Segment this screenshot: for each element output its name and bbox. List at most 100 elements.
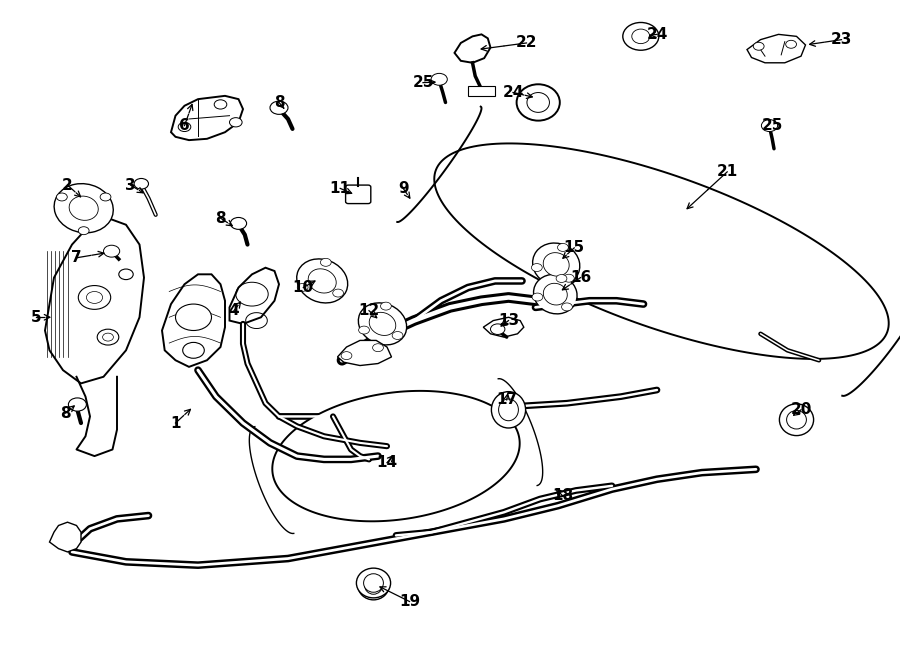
- Circle shape: [532, 293, 543, 301]
- Circle shape: [358, 326, 369, 334]
- Text: 24: 24: [646, 27, 668, 42]
- Circle shape: [531, 264, 542, 272]
- Circle shape: [183, 342, 204, 358]
- Circle shape: [270, 101, 288, 114]
- Ellipse shape: [369, 313, 396, 335]
- Bar: [468, 86, 495, 96]
- Circle shape: [373, 344, 383, 352]
- Ellipse shape: [491, 391, 526, 428]
- Ellipse shape: [499, 399, 518, 420]
- FancyBboxPatch shape: [346, 185, 371, 204]
- Circle shape: [562, 303, 572, 311]
- Ellipse shape: [534, 274, 577, 314]
- Text: 15: 15: [563, 241, 585, 255]
- Polygon shape: [50, 522, 81, 552]
- Text: 6: 6: [179, 118, 190, 133]
- Circle shape: [103, 333, 113, 341]
- Circle shape: [333, 289, 344, 297]
- Ellipse shape: [356, 568, 391, 598]
- Circle shape: [104, 245, 120, 257]
- Polygon shape: [338, 340, 392, 366]
- Text: 19: 19: [399, 594, 420, 609]
- Circle shape: [381, 302, 392, 310]
- Ellipse shape: [544, 253, 569, 276]
- Circle shape: [176, 304, 211, 330]
- Text: 18: 18: [552, 488, 573, 503]
- Ellipse shape: [358, 570, 389, 600]
- Circle shape: [78, 286, 111, 309]
- Circle shape: [134, 178, 148, 189]
- Text: 23: 23: [831, 32, 852, 47]
- Circle shape: [753, 42, 764, 50]
- Text: 21: 21: [716, 165, 738, 179]
- Circle shape: [68, 398, 86, 411]
- Text: 5: 5: [31, 310, 41, 325]
- Text: 8: 8: [60, 406, 71, 420]
- Text: 14: 14: [376, 455, 398, 470]
- Text: 3: 3: [125, 178, 136, 192]
- Ellipse shape: [364, 574, 383, 592]
- Text: 11: 11: [329, 181, 351, 196]
- Text: 13: 13: [498, 313, 519, 328]
- Circle shape: [178, 122, 191, 132]
- Text: 22: 22: [516, 36, 537, 50]
- Text: 1: 1: [170, 416, 181, 430]
- Text: 8: 8: [274, 95, 284, 110]
- Polygon shape: [162, 274, 225, 367]
- Ellipse shape: [308, 269, 337, 293]
- Text: 9: 9: [398, 181, 409, 196]
- Circle shape: [57, 193, 68, 201]
- Circle shape: [230, 118, 242, 127]
- Ellipse shape: [632, 29, 650, 44]
- Circle shape: [320, 258, 331, 266]
- Text: 25: 25: [412, 75, 434, 90]
- Polygon shape: [230, 268, 279, 324]
- Polygon shape: [454, 34, 490, 63]
- Circle shape: [297, 284, 308, 292]
- Text: 10: 10: [292, 280, 314, 295]
- Circle shape: [97, 329, 119, 345]
- Circle shape: [557, 243, 568, 251]
- Ellipse shape: [364, 576, 382, 594]
- Text: 20: 20: [790, 403, 812, 417]
- Circle shape: [556, 274, 567, 282]
- Text: 2: 2: [62, 178, 73, 192]
- Circle shape: [563, 274, 574, 282]
- Circle shape: [491, 324, 505, 334]
- Ellipse shape: [517, 85, 560, 121]
- Ellipse shape: [358, 303, 407, 345]
- Circle shape: [100, 193, 111, 201]
- Ellipse shape: [779, 404, 814, 436]
- Polygon shape: [171, 96, 243, 140]
- Ellipse shape: [544, 284, 567, 305]
- Polygon shape: [747, 34, 806, 63]
- Ellipse shape: [54, 184, 113, 233]
- Circle shape: [214, 100, 227, 109]
- Circle shape: [786, 40, 796, 48]
- Circle shape: [78, 227, 89, 235]
- Ellipse shape: [526, 93, 549, 112]
- Text: 7: 7: [71, 251, 82, 265]
- Text: 17: 17: [496, 393, 518, 407]
- Ellipse shape: [623, 22, 659, 50]
- Text: 4: 4: [229, 303, 239, 318]
- Ellipse shape: [69, 196, 98, 220]
- Ellipse shape: [533, 243, 580, 286]
- Polygon shape: [435, 143, 888, 359]
- Text: 16: 16: [570, 270, 591, 285]
- Circle shape: [86, 292, 103, 303]
- Circle shape: [431, 73, 447, 85]
- Text: 8: 8: [215, 211, 226, 225]
- Circle shape: [761, 120, 778, 132]
- Polygon shape: [483, 317, 524, 337]
- Circle shape: [341, 352, 352, 360]
- Text: 25: 25: [761, 118, 783, 133]
- Polygon shape: [273, 391, 519, 522]
- Circle shape: [230, 217, 247, 229]
- Text: 12: 12: [358, 303, 380, 318]
- Circle shape: [392, 332, 403, 340]
- Text: 24: 24: [502, 85, 524, 100]
- Ellipse shape: [297, 259, 347, 303]
- Circle shape: [119, 269, 133, 280]
- Ellipse shape: [787, 410, 806, 429]
